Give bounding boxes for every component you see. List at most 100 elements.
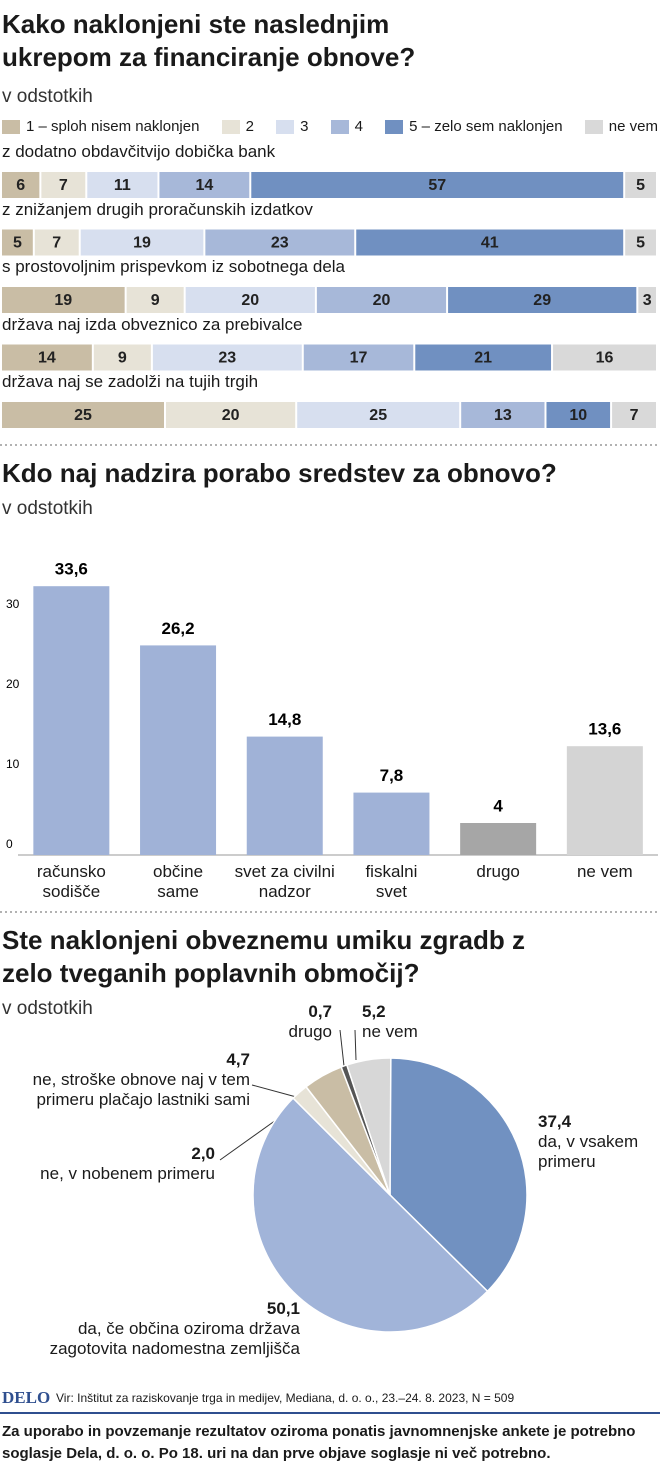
bar [33,586,110,855]
data-label: 14 [38,350,56,367]
bar-segment [612,402,656,428]
row-label: z dodatno obdavčitvijo dobička bank [2,142,276,161]
data-label: 19 [54,292,72,309]
data-label: 11 [114,177,131,194]
bar-segment [2,344,92,371]
bar-segment [159,172,250,198]
chart-subtitle: v odstotkih [2,998,93,1019]
data-label: 6 [16,177,25,194]
leader-line [354,1029,357,1061]
pie-category-label: drugo [288,1022,332,1041]
data-label: 23 [218,350,236,367]
x-tick-label: svet za civilni nadzor [234,862,335,901]
data-label: 5 [636,235,645,252]
bar-segment [461,402,545,428]
bar-segment [87,172,158,198]
bar [566,746,643,855]
row-label: država naj se zadolži na tujih trgih [2,372,259,391]
data-label: 25 [74,407,92,424]
legend-label: 2 [245,118,254,135]
legend-item: 3 [276,118,308,135]
chart-subtitle: v odstotkih [2,86,93,107]
bar-segment [166,402,296,428]
legend-label: 5 – zelo sem naklonjen [409,118,563,135]
bar [246,736,323,855]
pie-label: 4,7 ne, stroške obnove naj v tem primeru … [0,1050,250,1110]
pie-value-label: 37,4 [538,1112,572,1131]
bar-segment [2,229,33,256]
pie-value-label: 2,0 [191,1144,215,1163]
bar-segment [2,287,125,313]
bar-segment [448,287,637,313]
bar [353,792,430,855]
pie-slice [251,1097,489,1334]
data-label: 26,2 [162,619,195,638]
y-tick-label: 20 [6,677,20,691]
legend-item: 4 [330,118,363,135]
data-label: 9 [118,350,127,367]
chart-title: Ste naklonjeni obveznemu umiku zgradb z … [2,925,525,988]
bar-segment [2,172,40,198]
bar-segment [625,172,656,198]
pie-slice [389,1057,528,1293]
data-label: 21 [474,350,492,367]
data-label: 20 [222,407,240,424]
legend-item: 1 – sploh nisem naklonjen [2,118,199,135]
legend-swatch [221,119,240,134]
row-label: s prostovoljnim prispevkom iz sobotnega … [2,257,346,276]
bar-segment [251,172,624,198]
bar-segment [356,229,624,256]
data-label: 17 [350,350,368,367]
bar-segment [553,344,656,371]
bar-segment [34,229,79,256]
legend: 1 – sploh nisem naklonjen 2 3 4 5 – zelo sem… [2,118,658,135]
chart-title: Kako naklonjeni ste naslednjim ukrepom z… [2,9,416,72]
pie-slice [345,1057,392,1196]
leader-line [339,1029,345,1067]
data-label: 7,8 [380,766,404,785]
chart-title: Kdo naj nadzira porabo sredstev za obnov… [2,458,557,488]
bar-segment [303,344,414,371]
pie-label: 50,1 da, če občina oziroma država zagotov… [0,1299,300,1359]
data-label: 20 [373,292,391,309]
legend-item: 2 [221,118,254,135]
pie-value-label: 50,1 [266,1299,300,1318]
data-label: 5 [13,235,22,252]
data-label: 4 [493,796,503,815]
bar-segment [638,287,656,313]
bar-segment [93,344,151,371]
bar-segment [185,287,315,313]
pie-label: 2,0 ne, v nobenem primeru [35,1144,215,1184]
bar-segment [415,344,552,371]
data-label: 16 [596,350,614,367]
legend-label: 3 [300,118,309,135]
data-label: 5 [636,177,645,194]
legend-swatch [584,119,603,134]
data-label: 14 [195,177,213,194]
pie-value-label: 4,7 [226,1050,250,1069]
footer-note: Za uporabo in povzemanje rezultatov ozir… [2,1423,636,1462]
pie-value-label: 5,2 [362,1002,386,1021]
bar-segment [625,229,656,256]
data-label: 7 [59,177,68,194]
data-label: 33,6 [55,560,88,579]
legend-label: ne vem [608,118,658,135]
data-label: 20 [241,292,259,309]
pie-category-label: ne vem [362,1022,418,1041]
legend-swatch [385,119,404,134]
pie-category-label: ne, stroške obnove naj v tem primeru pla… [32,1070,250,1109]
data-label: 3 [643,292,652,309]
legend-label: 4 [354,118,363,135]
bar-segment [80,229,204,256]
legend-item: ne vem [584,118,658,135]
source: Vir: Inštitut za raziskovanje trga in me… [56,1391,515,1405]
data-label: 14,8 [268,710,301,729]
data-label: 13 [494,407,512,424]
data-label: 23 [271,235,289,252]
data-label: 10 [569,407,587,424]
data-label: 7 [630,407,639,424]
pie-value-label: 0,7 [308,1002,332,1021]
y-tick-label: 0 [6,837,13,851]
pie-category-label: da, če občina oziroma država zagotovita … [49,1319,300,1358]
